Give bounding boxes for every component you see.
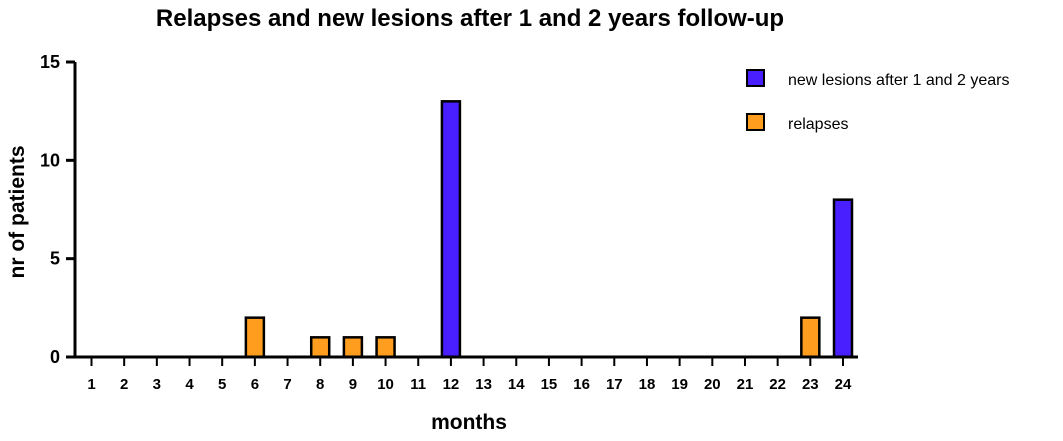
x-tick-label: 8 bbox=[316, 376, 324, 393]
legend-label-relapses: relapses bbox=[788, 116, 848, 133]
x-tick-label: 1 bbox=[87, 376, 95, 393]
y-ticks: 0 5 10 15 bbox=[40, 52, 75, 367]
bar-relapses-month-6 bbox=[244, 316, 266, 359]
bar-new-lesions-month-12 bbox=[440, 100, 462, 359]
bar-relapses-month-10 bbox=[375, 336, 396, 359]
bar-relapses-month-9 bbox=[342, 336, 364, 359]
x-tick-label: 5 bbox=[218, 376, 226, 393]
x-tick-label: 2 bbox=[120, 376, 128, 393]
y-tick-label: 5 bbox=[50, 249, 60, 269]
x-tick-label: 23 bbox=[802, 376, 819, 393]
bar-relapses-month-8 bbox=[309, 336, 331, 359]
x-tick-label: 9 bbox=[349, 376, 357, 393]
x-tick-label: 22 bbox=[769, 376, 786, 393]
x-tick-label: 13 bbox=[475, 376, 492, 393]
x-tick-label: 24 bbox=[835, 376, 852, 393]
x-tick-label: 16 bbox=[573, 376, 590, 393]
y-tick-label: 0 bbox=[50, 347, 60, 367]
x-tick-label: 12 bbox=[443, 376, 460, 393]
bar-relapses-month-23 bbox=[800, 316, 821, 359]
legend-label-new-lesions: new lesions after 1 and 2 years bbox=[788, 72, 1009, 89]
x-tick-label: 20 bbox=[704, 376, 721, 393]
legend-swatch-relapses bbox=[746, 113, 765, 131]
y-tick-label: 15 bbox=[40, 52, 60, 72]
x-tick-label: 19 bbox=[671, 376, 688, 393]
x-tick-label: 18 bbox=[639, 376, 656, 393]
chart-title: Relapses and new lesions after 1 and 2 y… bbox=[156, 5, 784, 32]
x-ticks: 1 2 3 4 5 6 7 8 9 10 11 12 13 14 15 16 17 18 19 20 21 22 23 24 bbox=[87, 357, 852, 393]
x-tick-label: 3 bbox=[153, 376, 161, 393]
x-tick-label: 15 bbox=[541, 376, 558, 393]
bars bbox=[244, 100, 854, 359]
x-tick-label: 4 bbox=[185, 376, 194, 393]
x-tick-label: 21 bbox=[737, 376, 754, 393]
x-axis-title: months bbox=[431, 411, 507, 434]
x-tick-label: 6 bbox=[251, 376, 259, 393]
x-tick-label: 10 bbox=[377, 376, 394, 393]
legend: new lesions after 1 and 2 years relapses bbox=[746, 69, 1009, 133]
bar-new-lesions-month-24 bbox=[832, 198, 854, 359]
x-tick-label: 17 bbox=[606, 376, 623, 393]
y-tick-label: 10 bbox=[40, 150, 60, 170]
y-axis-title: nr of patients bbox=[6, 145, 29, 278]
x-tick-label: 11 bbox=[410, 376, 426, 393]
x-tick-label: 14 bbox=[508, 376, 525, 393]
x-tick-label: 7 bbox=[283, 376, 291, 393]
legend-swatch-new-lesions bbox=[746, 69, 765, 87]
